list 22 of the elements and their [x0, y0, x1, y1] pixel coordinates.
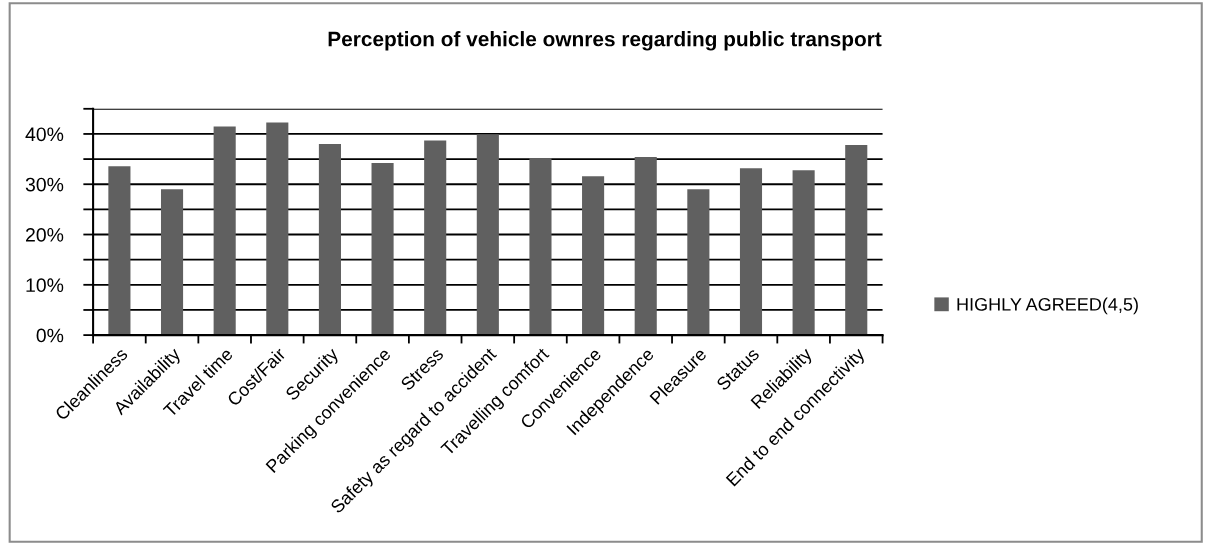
bar [424, 140, 447, 336]
y-tick-label: 30% [25, 177, 64, 192]
bar [266, 122, 289, 336]
bar [582, 176, 605, 336]
y-tick-label: 40% [25, 127, 64, 142]
bar [529, 158, 552, 336]
legend-label: HIGHLY AGREED(4,5) [957, 297, 1138, 315]
bar [739, 168, 763, 336]
bar [476, 134, 499, 336]
bar [160, 189, 184, 336]
bar [108, 166, 131, 336]
bar [792, 170, 815, 336]
bar [318, 144, 341, 336]
y-tick-label: 0% [36, 328, 64, 343]
y-tick-label: 20% [25, 227, 64, 242]
bar [213, 126, 236, 336]
chart-title: Perception of vehicle ownres regarding public transport [328, 31, 882, 51]
y-tick-label: 10% [26, 278, 64, 293]
bar [371, 163, 394, 336]
bar [687, 189, 710, 336]
bar [845, 145, 868, 336]
bar [634, 157, 657, 336]
